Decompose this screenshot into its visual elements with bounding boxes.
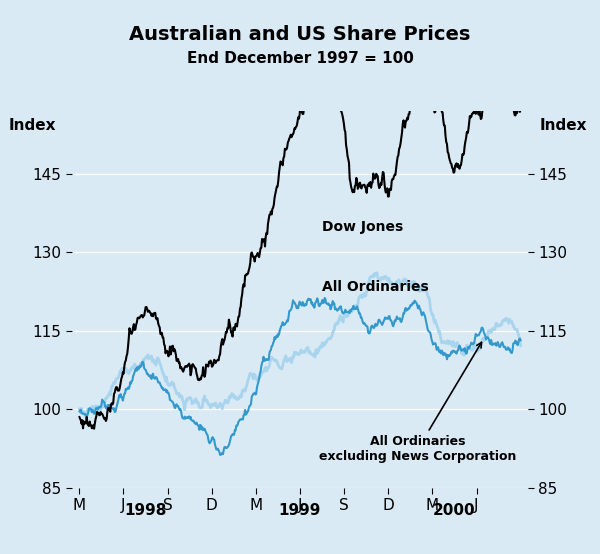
Text: Australian and US Share Prices: Australian and US Share Prices	[130, 25, 470, 44]
Text: 1998: 1998	[124, 503, 167, 518]
Text: Dow Jones: Dow Jones	[322, 220, 403, 234]
Text: Index: Index	[8, 119, 56, 134]
Text: All Ordinaries
excluding News Corporation: All Ordinaries excluding News Corporatio…	[319, 342, 517, 463]
Text: End December 1997 = 100: End December 1997 = 100	[187, 52, 413, 66]
Text: 1999: 1999	[279, 503, 321, 518]
Text: 2000: 2000	[433, 503, 476, 518]
Text: All Ordinaries: All Ordinaries	[322, 280, 429, 294]
Text: Index: Index	[540, 119, 587, 134]
